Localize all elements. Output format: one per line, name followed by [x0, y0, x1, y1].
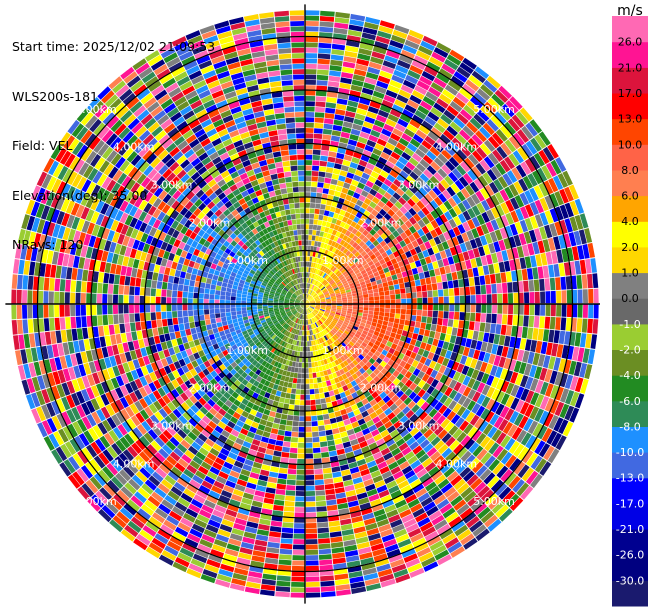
colorbar-swatch — [612, 503, 648, 530]
colorbar-swatch — [612, 375, 648, 402]
colorbar-tick-label: -6.0 — [619, 395, 640, 408]
range-ring — [197, 196, 413, 412]
range-ring-label: 3.00km — [398, 179, 440, 192]
range-ring-label: 3.00km — [151, 420, 193, 433]
colorbar-swatch — [612, 580, 648, 607]
range-ring-label: 1.00km — [226, 254, 268, 267]
colorbar-swatch — [612, 118, 648, 145]
ppi-axes — [5, 4, 600, 604]
colorbar-swatch — [612, 272, 648, 299]
colorbar-swatch — [612, 246, 648, 274]
colorbar-tick-label: 0.0 — [621, 292, 639, 305]
colorbar-swatch — [612, 93, 648, 120]
nrays-label: NRays: 120 — [12, 237, 84, 252]
range-ring-label: 1.00km — [226, 344, 268, 357]
colorbar-tick-label: 8.0 — [621, 164, 639, 177]
colorbar-tick-label: -30.0 — [616, 574, 644, 587]
range-ring — [36, 35, 574, 573]
colorbar-tick-label: 17.0 — [618, 87, 643, 100]
range-ring — [143, 142, 467, 466]
range-ring-label: 4.00km — [113, 141, 155, 154]
colorbar-swatch — [612, 323, 648, 350]
elevation-label: Elevation(deg): 35.00 — [12, 187, 148, 203]
range-ring-label: 5.00km — [473, 103, 515, 116]
colorbar-swatch — [612, 298, 648, 325]
start-time-label: Start time: 2025/12/02 21:09:53 — [12, 39, 216, 54]
colorbar-swatch — [612, 169, 648, 197]
colorbar-tick-label: -13.0 — [616, 472, 644, 485]
field-label: Field: VEL — [12, 138, 73, 153]
colorbar-swatch — [612, 41, 648, 68]
scan-metadata: Start time: 2025/12/02 21:09:53 WLS200s-… — [12, 6, 215, 270]
colorbar-swatch — [612, 477, 648, 504]
range-ring — [250, 249, 360, 359]
colorbar-swatch — [612, 400, 648, 427]
colorbar-tick-label: 2.0 — [621, 241, 639, 254]
range-ring-label: 4.00km — [113, 457, 155, 470]
colorbar-tick-label: 10.0 — [618, 138, 643, 151]
range-ring-label: 5.00km — [75, 103, 117, 116]
colorbar-tick-label: -8.0 — [619, 420, 640, 433]
range-ring-label: 4.00km — [436, 141, 478, 154]
colorbar-swatch — [612, 452, 648, 479]
range-ring-label: 2.00km — [360, 382, 402, 395]
velocity-field — [11, 10, 599, 598]
range-ring-label: 4.00km — [436, 457, 478, 470]
range-ring — [90, 89, 520, 519]
colorbar-tick-label: -21.0 — [616, 523, 644, 536]
instrument-label: WLS200s-181 — [12, 88, 98, 104]
colorbar-tick-label: 1.0 — [621, 267, 639, 280]
colorbar-tick-label: -4.0 — [619, 369, 640, 382]
colorbar-tick-label: 21.0 — [618, 61, 643, 74]
range-ring-label: 5.00km — [75, 495, 117, 508]
colorbar-tick-label: 6.0 — [621, 190, 639, 203]
colorbar-swatch — [612, 529, 648, 556]
colorbar-swatch — [612, 195, 648, 222]
range-ring-label: 1.00km — [322, 254, 364, 267]
range-ring-label: 3.00km — [398, 420, 440, 433]
colorbar-tick-label: 13.0 — [618, 113, 643, 126]
colorbar-tick-label: -17.0 — [616, 497, 644, 510]
range-ring-label: 2.00km — [189, 382, 231, 395]
range-ring-label: 5.00km — [473, 495, 515, 508]
colorbar-tick-label: -10.0 — [616, 446, 644, 459]
colorbar-title: m/s — [617, 3, 643, 19]
colorbar-swatch — [612, 349, 648, 376]
range-ring-label: 2.00km — [189, 216, 231, 229]
colorbar-swatch — [612, 144, 648, 171]
range-ring-label: 2.00km — [360, 216, 402, 229]
colorbar-tick-label: -1.0 — [619, 318, 640, 331]
colorbar-tick-label: 26.0 — [618, 36, 643, 49]
colorbar-swatch — [612, 554, 648, 581]
colorbar-tick-label: 4.0 — [621, 215, 639, 228]
colorbar-tick-label: -2.0 — [619, 344, 640, 357]
range-ring-label: 3.00km — [151, 179, 193, 192]
range-ring-label: 1.00km — [322, 344, 364, 357]
colorbar-tick-label: -26.0 — [616, 549, 644, 562]
colorbar-swatch — [612, 426, 648, 453]
colorbar-swatch — [612, 67, 648, 94]
colorbar-swatch — [612, 221, 648, 248]
ppi-plot: 1.00km 1.00km 1.00km 1.00km 2.00km 2.00km 2.00… — [5, 4, 600, 604]
colorbar-swatch — [612, 16, 648, 43]
